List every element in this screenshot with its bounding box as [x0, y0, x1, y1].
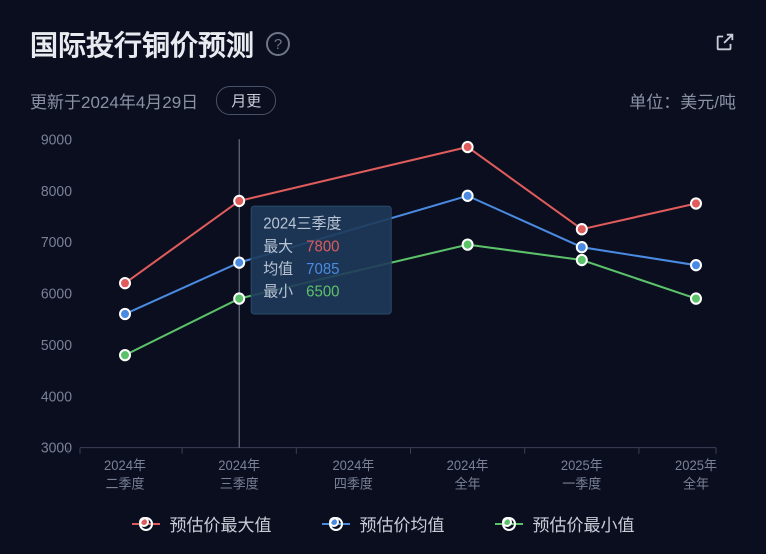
- marker-max: [691, 198, 701, 208]
- marker-min: [234, 293, 244, 303]
- legend-item[interactable]: 预估价最大值: [132, 511, 272, 536]
- marker-max: [463, 142, 473, 152]
- tooltip-row-value: 6500: [306, 283, 339, 300]
- tooltip-title: 2024三季度: [263, 216, 341, 233]
- updated-text: 更新于2024年4月29日: [30, 88, 198, 113]
- subheader: 更新于2024年4月29日 月更 单位：美元/吨: [30, 86, 736, 115]
- legend-item[interactable]: 预估价最小值: [495, 511, 635, 536]
- legend: 预估价最大值 预估价均值 预估价最小值: [30, 511, 736, 536]
- y-tick-label: 8000: [41, 184, 72, 200]
- marker-max: [577, 224, 587, 234]
- header: 国际投行铜价预测 ?: [30, 24, 736, 64]
- svg-text:三季度: 三季度: [220, 477, 259, 492]
- marker-min: [120, 350, 130, 360]
- svg-text:一季度: 一季度: [562, 477, 601, 492]
- svg-text:全年: 全年: [683, 476, 709, 492]
- x-tick: 2025年一季度: [561, 458, 603, 492]
- y-tick-label: 4000: [41, 389, 72, 405]
- legend-label: 预估价最小值: [533, 511, 635, 536]
- help-icon[interactable]: ?: [266, 32, 290, 56]
- svg-text:2024年: 2024年: [104, 458, 146, 473]
- marker-min: [691, 293, 701, 303]
- marker-mean: [691, 260, 701, 270]
- svg-text:2024年: 2024年: [332, 458, 374, 473]
- x-tick: 2024年四季度: [332, 458, 374, 492]
- marker-mean: [120, 309, 130, 319]
- x-tick: 2024年二季度: [104, 458, 146, 492]
- unit-text: 单位：美元/吨: [629, 88, 736, 113]
- svg-text:2025年: 2025年: [675, 458, 717, 473]
- legend-item[interactable]: 预估价均值: [322, 511, 445, 536]
- chart-area: 30004000500060007000800090002024年二季度2024…: [30, 129, 736, 499]
- svg-text:2025年: 2025年: [561, 458, 603, 473]
- svg-text:2024年: 2024年: [447, 458, 489, 473]
- marker-mean: [234, 257, 244, 267]
- tooltip-row-label: 最大: [263, 238, 293, 255]
- svg-text:二季度: 二季度: [106, 477, 145, 492]
- marker-min: [463, 239, 473, 249]
- series-line-mean: [125, 196, 696, 314]
- line-chart: 30004000500060007000800090002024年二季度2024…: [30, 129, 736, 499]
- tooltip-row-label: 均值: [263, 261, 293, 278]
- x-tick: 2024年全年: [447, 458, 489, 492]
- svg-text:全年: 全年: [455, 476, 481, 492]
- legend-swatch: [322, 523, 350, 525]
- x-tick: 2025年全年: [675, 458, 717, 492]
- marker-max: [120, 278, 130, 288]
- svg-text:2024年: 2024年: [218, 458, 260, 473]
- frequency-pill[interactable]: 月更: [216, 86, 276, 115]
- legend-label: 预估价均值: [360, 511, 445, 536]
- y-tick-label: 6000: [41, 286, 72, 302]
- legend-swatch: [495, 523, 523, 525]
- legend-label: 预估价最大值: [170, 511, 272, 536]
- marker-max: [234, 196, 244, 206]
- svg-text:四季度: 四季度: [334, 477, 373, 492]
- y-tick-label: 7000: [41, 235, 72, 251]
- series-line-max: [125, 147, 696, 283]
- page-title: 国际投行铜价预测: [30, 24, 254, 64]
- external-link-icon[interactable]: [714, 31, 736, 58]
- y-tick-label: 5000: [41, 338, 72, 354]
- legend-swatch: [132, 523, 160, 525]
- series-line-min: [125, 245, 696, 355]
- marker-min: [577, 255, 587, 265]
- tooltip-row-value: 7085: [306, 261, 339, 278]
- tooltip-row-value: 7800: [306, 238, 339, 255]
- y-tick-label: 9000: [41, 132, 72, 148]
- marker-mean: [463, 191, 473, 201]
- tooltip-row-label: 最小: [263, 283, 293, 300]
- x-tick: 2024年三季度: [218, 458, 260, 492]
- marker-mean: [577, 242, 587, 252]
